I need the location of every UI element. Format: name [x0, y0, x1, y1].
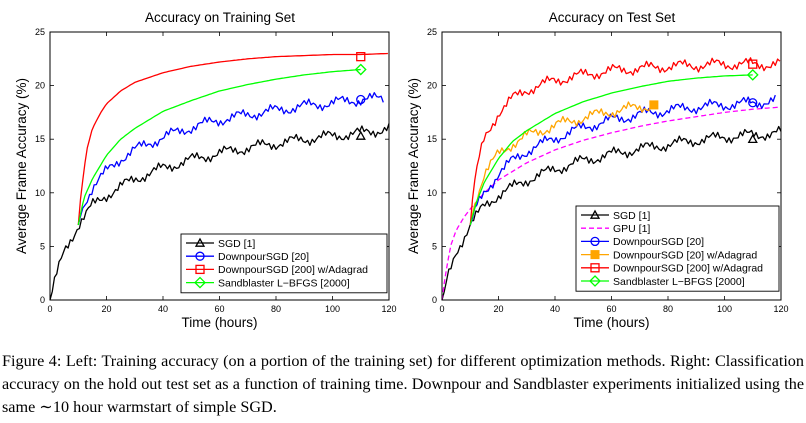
x-axis-label: Time (hours) — [181, 315, 257, 330]
x-tick-label: 120 — [381, 304, 396, 314]
legend-label: SGD [1] — [613, 210, 650, 222]
series-end-marker-3 — [748, 98, 758, 108]
series-end-marker-5 — [748, 59, 758, 69]
x-axis-label: Time (hours) — [573, 315, 649, 330]
y-tick-label: 20 — [427, 81, 437, 91]
plot-frame — [49, 31, 390, 301]
legend: SGD [1]DownpourSGD [20]DownpourSGD [200]… — [180, 233, 388, 294]
x-tick-label: 80 — [271, 304, 281, 314]
series-end-marker-6 — [746, 68, 759, 81]
y-tick-label: 25 — [35, 27, 45, 37]
legend-box — [180, 233, 388, 294]
series-end-marker-3 — [356, 52, 366, 62]
legend-label: Sandblaster L−BFGS [2000] — [218, 277, 350, 289]
legend-marker — [194, 237, 206, 247]
series-end-marker-4 — [649, 100, 659, 110]
legend-label: GPU [1] — [613, 223, 650, 235]
y-tick-label: 15 — [427, 134, 437, 144]
y-tick-label: 0 — [40, 295, 45, 305]
y-axis-label: Average Frame Accuracy (%) — [406, 78, 421, 254]
x-tick-label: 40 — [158, 304, 168, 314]
series-end-marker-2 — [356, 94, 366, 105]
legend-marker — [589, 275, 601, 287]
y-axis-label: Average Frame Accuracy (%) — [14, 78, 29, 254]
series-line-3 — [77, 52, 388, 226]
series-line-3 — [469, 94, 776, 226]
x-tick-label: 0 — [47, 304, 52, 314]
x-tick-label: 60 — [214, 304, 224, 314]
y-tick-label: 10 — [427, 188, 437, 198]
x-tick-label: 40 — [550, 304, 560, 314]
training-accuracy-chart: Accuracy on Training Set 0 20 40 60 80 100 120 0… — [14, 10, 397, 330]
series-line-6 — [469, 74, 753, 226]
legend-box — [575, 205, 780, 292]
legend-label: DownpourSGD [20] — [218, 251, 309, 263]
y-tick-label: 15 — [35, 134, 45, 144]
legend-marker — [194, 276, 206, 289]
y-tick-label: 20 — [35, 81, 45, 91]
y-tick-label: 5 — [40, 241, 45, 251]
x-tick-label: 80 — [663, 304, 673, 314]
series-end-marker-4 — [354, 63, 367, 76]
chart-title: Accuracy on Training Set — [145, 10, 295, 25]
legend-marker — [590, 250, 600, 260]
plot-frame — [441, 31, 782, 301]
series-line-1 — [49, 123, 390, 301]
test-accuracy-chart: Accuracy on Test Set 0 20 40 60 80 100 120 0 5 10 1… — [406, 10, 789, 330]
x-tick-label: 20 — [493, 304, 503, 314]
x-tick-label: 120 — [773, 304, 788, 314]
y-tick-label: 10 — [35, 188, 45, 198]
series-line-5 — [469, 57, 781, 226]
x-tick-label: 20 — [101, 304, 111, 314]
legend-marker — [590, 263, 600, 273]
series-line-4 — [469, 101, 654, 226]
series-line-2 — [441, 106, 782, 301]
legend-marker — [590, 236, 600, 247]
legend-marker — [589, 209, 601, 219]
y-tick-label: 5 — [432, 241, 437, 251]
legend-marker — [195, 264, 205, 275]
series-line-2 — [77, 92, 384, 226]
legend: SGD [1]GPU [1]DownpourSGD [20]DownpourSG… — [575, 205, 780, 292]
legend-label: SGD [1] — [218, 238, 255, 250]
x-tick-label: 0 — [439, 304, 444, 314]
legend-label: Sandblaster L−BFGS [2000] — [613, 276, 745, 288]
legend-label: DownpourSGD [200] w/Adagrad — [613, 263, 763, 275]
legend-label: DownpourSGD [200] w/Adagrad — [218, 264, 368, 276]
x-tick-label: 100 — [717, 304, 732, 314]
y-tick-label: 25 — [427, 27, 437, 37]
series-end-marker-1 — [355, 130, 366, 140]
figure-caption: Figure 4: Left: Training accuracy (on a … — [2, 352, 804, 416]
series-line-1 — [441, 125, 782, 301]
legend-label: DownpourSGD [20] w/Adagrad — [613, 249, 757, 261]
series-line-4 — [77, 68, 361, 226]
series-end-marker-1 — [747, 133, 758, 144]
legend-label: DownpourSGD [20] — [613, 236, 704, 248]
x-tick-label: 60 — [606, 304, 616, 314]
legend-marker — [195, 251, 205, 261]
chart-title: Accuracy on Test Set — [549, 10, 676, 25]
x-tick-label: 100 — [325, 304, 340, 314]
y-tick-label: 0 — [432, 295, 437, 305]
